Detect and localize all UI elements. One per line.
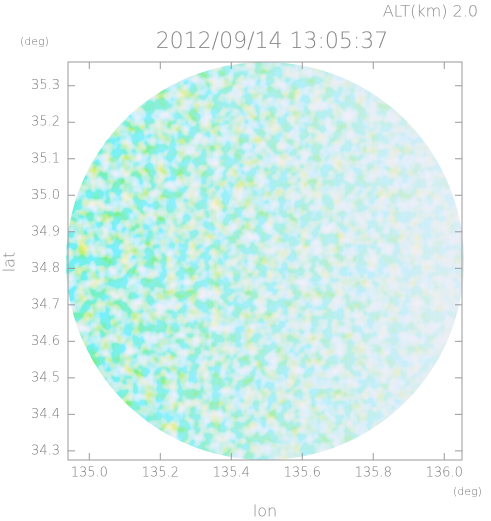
y-tick-label: 34.5 <box>31 370 60 385</box>
x-unit: (deg) <box>453 485 482 498</box>
chart-title: 2012/09/14 13:05:37 <box>156 29 389 54</box>
x-tick-label: 135.6 <box>284 466 321 481</box>
y-tick-label: 35.1 <box>31 151 60 166</box>
altitude-label: ALT(km) 2.0 <box>383 2 478 21</box>
y-tick-label: 35.0 <box>31 188 60 203</box>
x-tick-label: 136.0 <box>426 466 463 481</box>
y-tick-label: 34.3 <box>31 443 60 458</box>
y-unit: (deg) <box>20 35 49 48</box>
y-tick-label: 34.6 <box>31 334 60 349</box>
y-tick-label: 34.4 <box>31 407 60 422</box>
y-tick-label: 34.8 <box>31 261 60 276</box>
x-tick-label: 135.4 <box>213 466 250 481</box>
x-tick-label: 135.0 <box>71 466 108 481</box>
y-tick-label: 35.3 <box>31 78 60 93</box>
radar-disk <box>66 62 464 460</box>
y-axis-label: lat <box>0 252 19 273</box>
x-tick-label: 135.8 <box>355 466 392 481</box>
x-tick-label: 135.2 <box>142 466 179 481</box>
y-tick-label: 34.7 <box>31 297 60 312</box>
plot-frame <box>67 61 463 461</box>
x-axis-label: lon <box>253 502 277 521</box>
y-tick-label: 35.2 <box>31 115 60 130</box>
y-tick-label: 34.9 <box>31 224 60 239</box>
